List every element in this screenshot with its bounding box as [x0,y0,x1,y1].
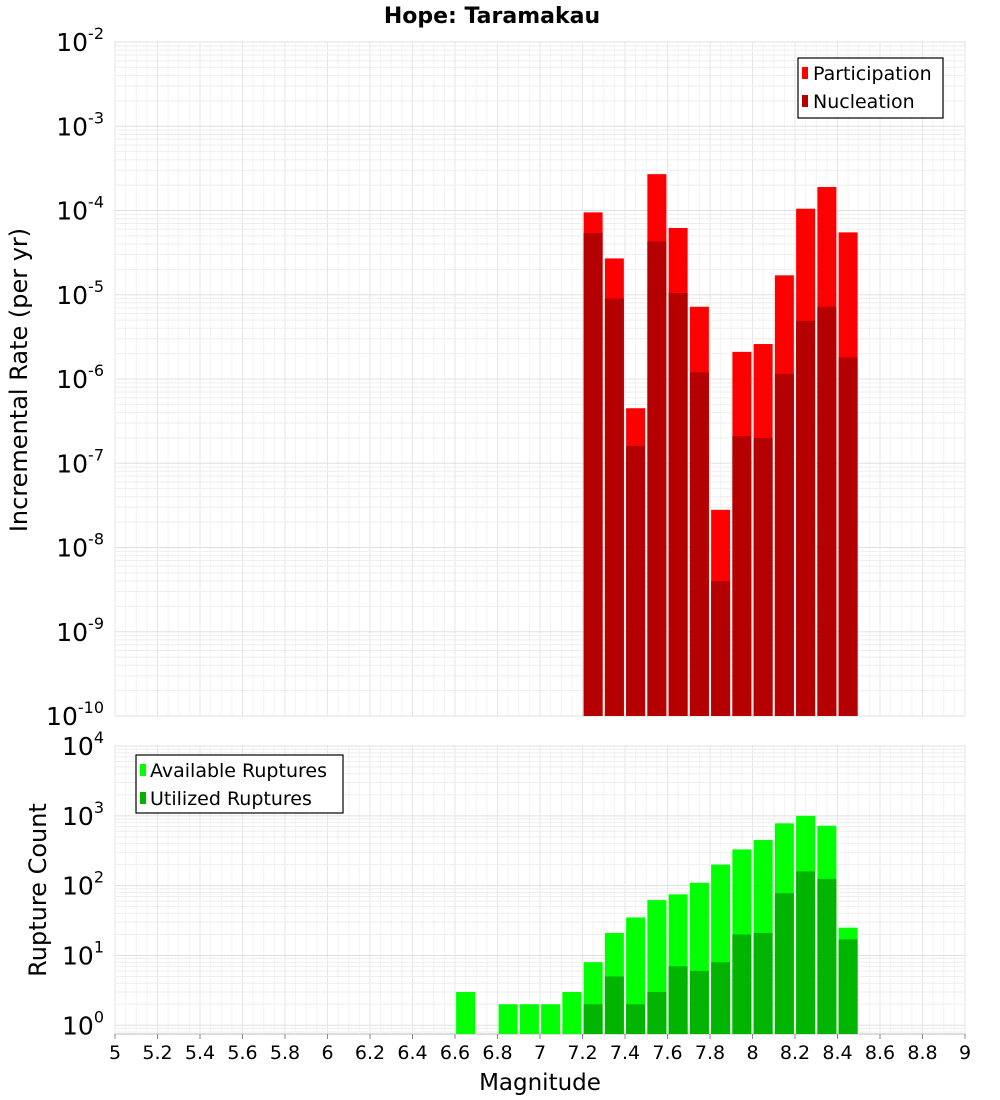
count-y-tick-label: 104 [62,728,104,761]
utilized-ruptures-bar [604,976,624,1034]
utilized-ruptures-bar [711,962,731,1034]
x-tick-label: 6.2 [355,1042,385,1064]
rate-panel: 10-2 10-3 10-4 10-5 10-6 10-7 10-8 10-9 10-10 Ho… [5,4,966,731]
rate-y-ticks: 10-2 10-3 10-4 10-5 10-6 10-7 10-8 10-9 10-10 [46,24,104,731]
rate-y-axis-label: Incremental Rate (per yr) [5,228,33,532]
x-tick-label: 5.8 [270,1042,300,1064]
rate-y-tick-label: 10-10 [46,698,104,731]
rate-y-tick-label: 10-3 [56,108,104,141]
count-panel: 104 103 102 101 100 5 5.2 5.4 5.6 5.8 6 6.2 6.4 6.6 6… [24,728,971,1096]
utilized-ruptures-bar [647,991,667,1034]
count-legend-box [135,754,344,814]
count-y-tick-label: 102 [62,868,104,901]
available-ruptures-bar [519,1004,539,1034]
count-y-axis-label: Rupture Count [24,803,52,977]
legend-swatch-utilized [140,792,146,804]
utilized-ruptures-bar [668,966,688,1034]
rate-bars [583,174,858,717]
x-tick-label: 5.4 [185,1042,215,1064]
count-y-tick-label: 100 [62,1007,104,1040]
legend-swatch-nucleation [802,95,808,107]
nucleation-bar [583,233,603,716]
rate-y-tick-label: 10-9 [56,614,104,647]
x-ticks: 5 5.2 5.4 5.6 5.8 6 6.2 6.4 6.6 6.8 7 7.2 7.4 7.6 7.8 8… [109,1034,971,1064]
nucleation-bar [732,436,752,716]
x-tick-label: 8 [746,1042,758,1064]
rate-y-tick-label: 10-5 [56,277,104,310]
rate-gridlines [114,41,966,717]
nucleation-bar [753,437,773,716]
rate-y-tick-label: 10-8 [56,530,104,563]
x-tick-label: 6.8 [482,1042,512,1064]
x-tick-label: 6.4 [397,1042,427,1064]
nucleation-bar [647,241,667,716]
count-y-ticks: 104 103 102 101 100 [62,728,104,1040]
legend-label-available: Available Ruptures [150,760,327,782]
x-tick-label: 7 [534,1042,546,1064]
utilized-ruptures-bar [838,939,858,1034]
utilized-ruptures-bar [796,871,816,1034]
utilized-ruptures-bar [732,934,752,1034]
rate-y-tick-label: 10-4 [56,193,104,226]
utilized-ruptures-bar [583,1004,603,1034]
rate-y-tick-label: 10-6 [56,361,104,394]
nucleation-bar [796,320,816,716]
utilized-ruptures-bar [753,932,773,1034]
utilized-ruptures-bar [774,893,794,1034]
rate-y-tick-label: 10-7 [56,445,104,478]
nucleation-bar [838,357,858,716]
utilized-ruptures-bar [817,878,837,1034]
available-ruptures-bar [562,991,582,1034]
x-tick-label: 8.4 [822,1042,852,1064]
nucleation-bar [604,298,624,716]
x-tick-label: 9 [959,1042,971,1064]
legend-swatch-participation [802,67,808,79]
utilized-ruptures-bar [689,970,709,1034]
available-ruptures-bar [456,991,476,1034]
x-tick-label: 7.8 [695,1042,725,1064]
count-bars [456,815,858,1034]
nucleation-bar [626,446,646,716]
x-tick-label: 7.2 [567,1042,597,1064]
x-tick-label: 7.4 [610,1042,640,1064]
x-tick-label: 8.2 [780,1042,810,1064]
available-ruptures-bar [541,1004,561,1034]
count-y-tick-label: 103 [62,798,104,831]
nucleation-bar [689,372,709,716]
x-tick-label: 5.2 [142,1042,172,1064]
rate-y-tick-label: 10-2 [56,24,104,57]
x-tick-label: 8.8 [907,1042,937,1064]
legend-label-nucleation: Nucleation [813,91,915,113]
nucleation-bar [668,292,688,716]
nucleation-bar [711,581,731,716]
utilized-ruptures-bar [626,1004,646,1034]
x-tick-label: 5 [109,1042,121,1064]
rate-legend-box [797,57,944,119]
legend-label-utilized: Utilized Ruptures [150,788,312,810]
rate-legend: Participation Nucleation [797,57,944,119]
chart-title: Hope: Taramakau [384,4,600,29]
available-ruptures-bar [498,1004,518,1034]
nucleation-bar [774,373,794,716]
legend-label-participation: Participation [813,63,932,85]
count-y-tick-label: 101 [62,937,104,970]
x-tick-label: 8.6 [865,1042,895,1064]
nucleation-bar [817,306,837,716]
x-tick-label: 5.6 [227,1042,257,1064]
x-tick-label: 7.6 [652,1042,682,1064]
x-axis-label: Magnitude [479,1070,601,1096]
x-tick-label: 6 [321,1042,333,1064]
x-tick-label: 6.6 [440,1042,470,1064]
count-legend: Available Ruptures Utilized Ruptures [135,754,344,814]
legend-swatch-available [140,764,146,776]
